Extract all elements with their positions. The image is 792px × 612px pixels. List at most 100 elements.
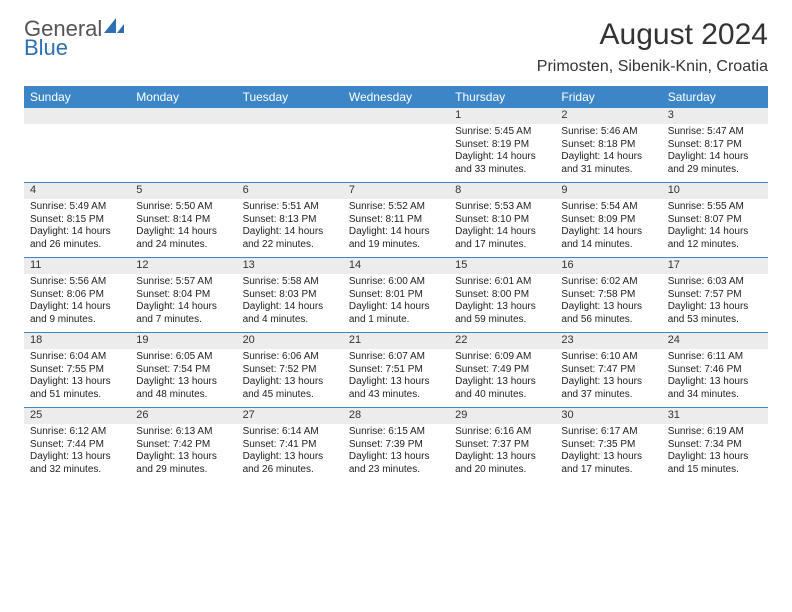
day-detail-cell: Sunrise: 6:04 AMSunset: 7:55 PMDaylight:…	[24, 349, 130, 407]
day-number-cell: 5	[130, 183, 236, 199]
sunset-line: Sunset: 7:57 PM	[668, 289, 762, 302]
day-detail-cell: Sunrise: 5:49 AMSunset: 8:15 PMDaylight:…	[24, 199, 130, 257]
day-detail-cell: Sunrise: 6:16 AMSunset: 7:37 PMDaylight:…	[449, 424, 555, 482]
brand-part2: Blue	[24, 35, 68, 60]
day-number-cell: 18	[24, 333, 130, 349]
day-number-cell: 12	[130, 258, 236, 274]
sunset-line: Sunset: 8:00 PM	[455, 289, 549, 302]
sunrise-line: Sunrise: 5:58 AM	[243, 276, 337, 289]
daylight-line-2: and 20 minutes.	[455, 464, 549, 477]
daylight-line-2: and 43 minutes.	[349, 389, 443, 402]
daylight-line-2: and 34 minutes.	[668, 389, 762, 402]
day-number-cell: 9	[555, 183, 661, 199]
sunset-line: Sunset: 8:09 PM	[561, 214, 655, 227]
day-number-cell: 14	[343, 258, 449, 274]
daylight-line-2: and 7 minutes.	[136, 314, 230, 327]
daynum-row: 18192021222324	[24, 333, 768, 349]
daylight-line-1: Daylight: 14 hours	[136, 226, 230, 239]
day-number-cell: 28	[343, 408, 449, 424]
sunrise-line: Sunrise: 5:45 AM	[455, 126, 549, 139]
sunrise-line: Sunrise: 5:53 AM	[455, 201, 549, 214]
day-number-cell: 10	[662, 183, 768, 199]
day-number-cell	[24, 108, 130, 124]
day-detail-cell	[24, 124, 130, 182]
sunrise-line: Sunrise: 6:04 AM	[30, 351, 124, 364]
daylight-line-2: and 32 minutes.	[30, 464, 124, 477]
detail-row: Sunrise: 5:49 AMSunset: 8:15 PMDaylight:…	[24, 199, 768, 257]
sunrise-line: Sunrise: 6:03 AM	[668, 276, 762, 289]
sunset-line: Sunset: 8:01 PM	[349, 289, 443, 302]
day-number-cell: 19	[130, 333, 236, 349]
day-detail-cell: Sunrise: 6:17 AMSunset: 7:35 PMDaylight:…	[555, 424, 661, 482]
sunset-line: Sunset: 8:17 PM	[668, 139, 762, 152]
day-detail-cell	[237, 124, 343, 182]
sunset-line: Sunset: 8:03 PM	[243, 289, 337, 302]
day-detail-cell: Sunrise: 5:51 AMSunset: 8:13 PMDaylight:…	[237, 199, 343, 257]
daylight-line-2: and 40 minutes.	[455, 389, 549, 402]
daynum-row: 123	[24, 108, 768, 124]
daylight-line-2: and 26 minutes.	[30, 239, 124, 252]
weekday-header: Tuesday	[237, 86, 343, 108]
daylight-line-1: Daylight: 13 hours	[349, 376, 443, 389]
day-detail-cell: Sunrise: 5:57 AMSunset: 8:04 PMDaylight:…	[130, 274, 236, 332]
sunset-line: Sunset: 7:44 PM	[30, 439, 124, 452]
detail-row: Sunrise: 5:56 AMSunset: 8:06 PMDaylight:…	[24, 274, 768, 332]
day-detail-cell: Sunrise: 5:45 AMSunset: 8:19 PMDaylight:…	[449, 124, 555, 182]
daylight-line-2: and 14 minutes.	[561, 239, 655, 252]
sunset-line: Sunset: 8:18 PM	[561, 139, 655, 152]
daylight-line-1: Daylight: 13 hours	[243, 451, 337, 464]
brand-text: General Blue	[24, 16, 124, 64]
detail-row: Sunrise: 6:12 AMSunset: 7:44 PM Daylight:…	[24, 424, 768, 482]
daylight-line-2: and 56 minutes.	[561, 314, 655, 327]
day-detail-cell: Sunrise: 6:01 AMSunset: 8:00 PMDaylight:…	[449, 274, 555, 332]
page-title: August 2024	[537, 18, 768, 52]
day-detail-cell: Sunrise: 6:02 AMSunset: 7:58 PMDaylight:…	[555, 274, 661, 332]
sunset-line: Sunset: 7:54 PM	[136, 364, 230, 377]
daylight-line-2: and 45 minutes.	[243, 389, 337, 402]
sunrise-line: Sunrise: 6:14 AM	[243, 426, 337, 439]
daylight-line-1: Daylight: 14 hours	[561, 226, 655, 239]
daylight-line-1: Daylight: 13 hours	[455, 376, 549, 389]
calendar-table: Sunday Monday Tuesday Wednesday Thursday…	[24, 86, 768, 482]
brand-logo: General Blue	[24, 18, 124, 64]
sunrise-line: Sunrise: 6:01 AM	[455, 276, 549, 289]
weekday-header: Sunday	[24, 86, 130, 108]
day-number-cell: 23	[555, 333, 661, 349]
daylight-line-2: and 48 minutes.	[136, 389, 230, 402]
daylight-line-1: Daylight: 14 hours	[243, 226, 337, 239]
sunrise-line: Sunrise: 6:17 AM	[561, 426, 655, 439]
daylight-line-2: and 29 minutes.	[668, 164, 762, 177]
day-detail-cell: Sunrise: 6:05 AMSunset: 7:54 PMDaylight:…	[130, 349, 236, 407]
weekday-header: Monday	[130, 86, 236, 108]
day-number-cell: 6	[237, 183, 343, 199]
day-number-cell: 7	[343, 183, 449, 199]
header-row: General Blue August 2024 Primosten, Sibe…	[24, 18, 768, 76]
day-detail-cell: Sunrise: 6:03 AMSunset: 7:57 PMDaylight:…	[662, 274, 768, 332]
day-number-cell: 22	[449, 333, 555, 349]
day-number-cell: 26	[130, 408, 236, 424]
day-number-cell: 2	[555, 108, 661, 124]
sunrise-line: Sunrise: 6:02 AM	[561, 276, 655, 289]
daylight-line-1: Daylight: 14 hours	[136, 301, 230, 314]
weekday-header: Wednesday	[343, 86, 449, 108]
day-number-cell: 21	[343, 333, 449, 349]
sunset-line: Sunset: 8:10 PM	[455, 214, 549, 227]
sunrise-line: Sunrise: 6:11 AM	[668, 351, 762, 364]
sunrise-line: Sunrise: 6:12 AM	[30, 426, 124, 439]
day-number-cell: 4	[24, 183, 130, 199]
sunset-line: Sunset: 7:52 PM	[243, 364, 337, 377]
sunset-line: Sunset: 7:46 PM	[668, 364, 762, 377]
sunrise-line: Sunrise: 5:49 AM	[30, 201, 124, 214]
day-detail-cell: Sunrise: 5:56 AMSunset: 8:06 PMDaylight:…	[24, 274, 130, 332]
daylight-line-1: Daylight: 14 hours	[561, 151, 655, 164]
sunrise-line: Sunrise: 6:19 AM	[668, 426, 762, 439]
detail-row: Sunrise: 5:45 AMSunset: 8:19 PMDaylight:…	[24, 124, 768, 182]
daylight-line-2: and 4 minutes.	[243, 314, 337, 327]
daylight-line-2: and 23 minutes.	[349, 464, 443, 477]
sunset-line: Sunset: 7:41 PM	[243, 439, 337, 452]
daylight-line-1: Daylight: 14 hours	[455, 151, 549, 164]
sunset-line: Sunset: 7:39 PM	[349, 439, 443, 452]
daylight-line-1: Daylight: 13 hours	[668, 451, 762, 464]
daylight-line-2: and 15 minutes.	[668, 464, 762, 477]
daylight-line-2: and 22 minutes.	[243, 239, 337, 252]
